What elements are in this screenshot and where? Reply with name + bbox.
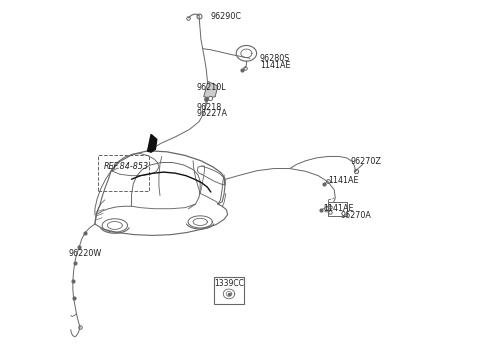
Text: 96218: 96218 [197,103,222,112]
Text: 96210L: 96210L [197,83,226,92]
Polygon shape [204,81,218,98]
Bar [98,155,149,191]
Bar [215,277,243,304]
Text: 96280S: 96280S [260,54,290,63]
Text: 96220W: 96220W [69,250,102,258]
Text: 96270A: 96270A [340,211,371,220]
Polygon shape [147,134,157,152]
Text: 96270Z: 96270Z [350,157,381,166]
Text: 1141AE: 1141AE [324,204,354,213]
Text: 96290C: 96290C [211,12,242,21]
Text: 96227A: 96227A [197,109,228,118]
Text: 1141AE: 1141AE [261,61,291,70]
Text: REF.84-853: REF.84-853 [104,162,149,171]
Bar [328,202,347,216]
Text: 1141AE: 1141AE [328,176,359,185]
Text: 1339CC: 1339CC [214,279,244,288]
